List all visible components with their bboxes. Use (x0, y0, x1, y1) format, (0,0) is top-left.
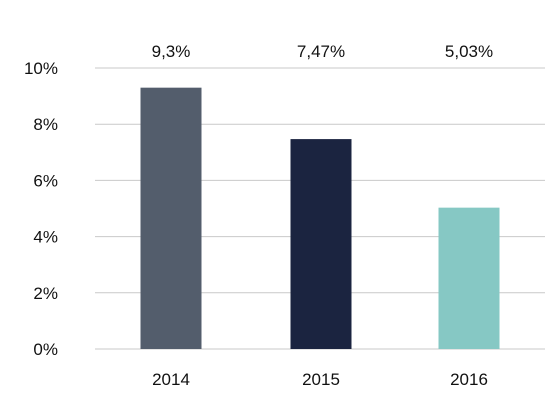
x-category-label: 2016 (450, 370, 488, 389)
y-axis-tick-labels: 0% 2% 4% 6% 8% 10% (24, 59, 58, 359)
y-tick-label: 10% (24, 59, 58, 78)
bars (140, 87, 500, 350)
data-label: 7,47% (297, 42, 345, 61)
data-label: 9,3% (152, 42, 191, 61)
y-tick-label: 4% (33, 228, 58, 247)
data-labels: 9,3% 7,47% 5,03% (152, 42, 493, 61)
data-label: 5,03% (445, 42, 493, 61)
x-category-label: 2014 (152, 370, 190, 389)
y-tick-label: 0% (33, 340, 58, 359)
bar-2016 (438, 207, 500, 349)
x-category-label: 2015 (302, 370, 340, 389)
y-tick-label: 8% (33, 115, 58, 134)
x-axis-category-labels: 2014 2015 2016 (152, 370, 488, 389)
y-tick-label: 6% (33, 171, 58, 190)
bar-2014 (140, 87, 202, 350)
bar-2015 (290, 139, 352, 349)
y-tick-label: 2% (33, 284, 58, 303)
